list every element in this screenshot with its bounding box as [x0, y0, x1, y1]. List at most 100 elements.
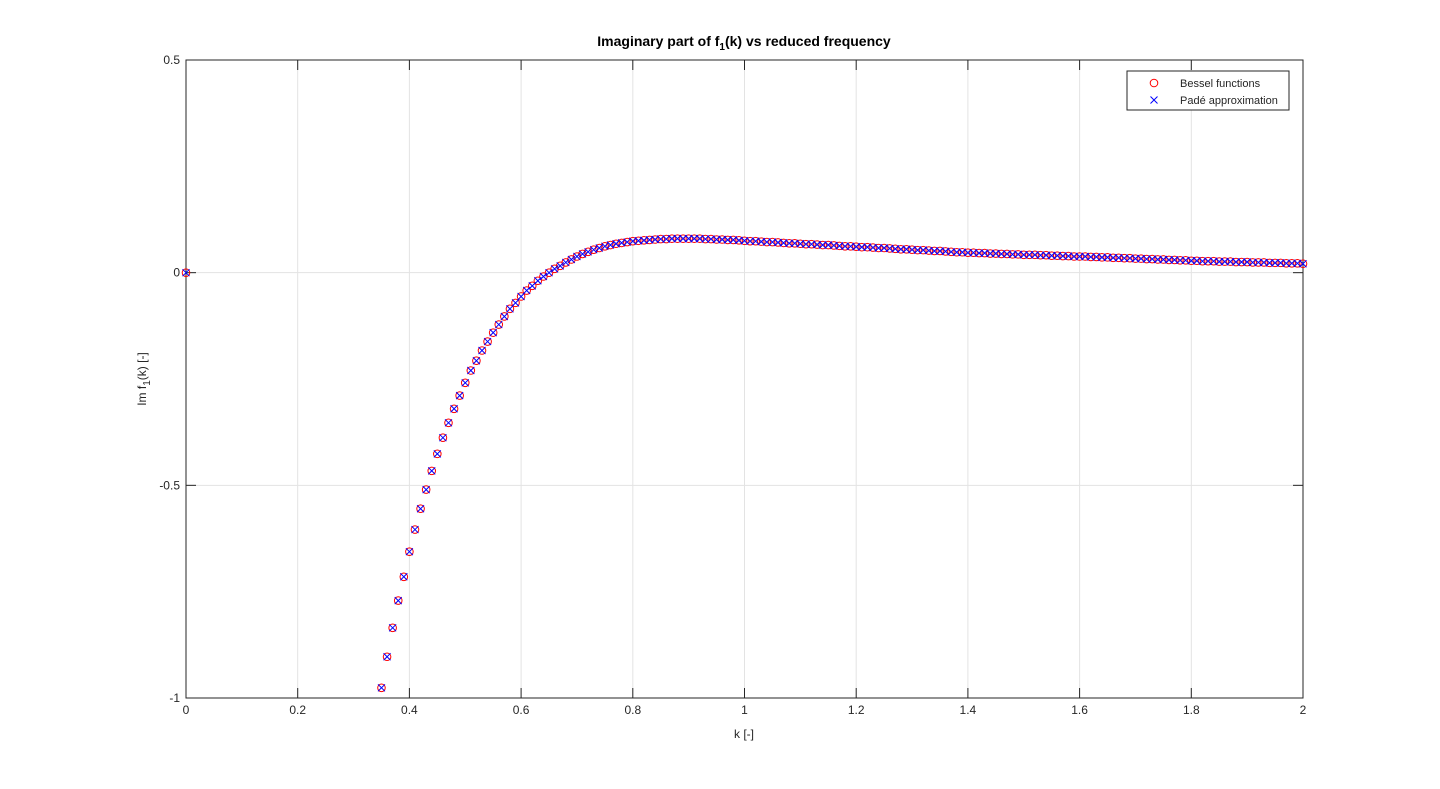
point: [394, 596, 403, 605]
point: [494, 320, 504, 329]
point: [812, 240, 822, 249]
point: [874, 244, 883, 252]
point: [1097, 253, 1107, 262]
x-tick-label: 0: [183, 703, 190, 717]
point: [1164, 255, 1174, 265]
point: [701, 235, 710, 243]
point: [946, 247, 956, 257]
point: [964, 248, 972, 257]
point: [1214, 257, 1224, 266]
y-tick-label: -0.5: [159, 478, 180, 492]
x-tick-label: 1.4: [960, 703, 977, 717]
point: [1030, 250, 1040, 260]
point: [393, 596, 403, 605]
point: [1069, 252, 1079, 261]
point: [1114, 253, 1123, 263]
point: [438, 433, 448, 442]
point: [1025, 250, 1034, 259]
point: [478, 346, 486, 355]
point: [444, 418, 453, 428]
point: [952, 247, 962, 257]
point: [1080, 252, 1090, 261]
point: [969, 248, 978, 257]
point: [410, 525, 420, 534]
point: [650, 235, 660, 244]
point: [455, 391, 464, 400]
point: [1075, 252, 1084, 261]
point: [1248, 258, 1258, 267]
point: [433, 450, 442, 458]
point: [668, 234, 676, 243]
point: [1086, 252, 1096, 262]
point: [785, 239, 794, 248]
point: [1298, 259, 1308, 269]
point: [1220, 257, 1229, 266]
point: [383, 652, 391, 661]
x-tick-label: 1.8: [1183, 703, 1200, 717]
x-tick-label: 0.8: [624, 703, 641, 717]
point: [1254, 258, 1263, 267]
point: [941, 247, 950, 256]
point: [1237, 258, 1246, 266]
point: [639, 236, 649, 245]
point: [1131, 254, 1140, 263]
point: [885, 244, 895, 253]
point: [522, 286, 531, 295]
point: [1075, 252, 1084, 261]
point: [181, 268, 191, 277]
point: [1187, 256, 1196, 266]
point: [690, 234, 699, 243]
point: [567, 255, 576, 264]
point: [897, 245, 905, 254]
point: [706, 234, 716, 244]
point: [1287, 259, 1297, 268]
point: [762, 238, 771, 246]
point: [829, 241, 839, 250]
point: [717, 235, 727, 244]
point: [617, 238, 626, 248]
point: [1025, 250, 1034, 260]
point: [1175, 256, 1185, 265]
ylabel-part: Im f: [135, 385, 149, 406]
point: [1220, 257, 1230, 266]
point: [1232, 258, 1240, 266]
point: [477, 346, 487, 355]
point: [1159, 255, 1168, 264]
point: [1265, 258, 1274, 268]
point: [684, 234, 693, 243]
point: [790, 239, 800, 248]
point: [527, 281, 537, 291]
point: [667, 234, 677, 243]
point: [729, 235, 738, 245]
point: [1036, 250, 1045, 260]
x-tick-label: 1.2: [848, 703, 865, 717]
point: [807, 239, 816, 249]
point: [494, 320, 503, 329]
point: [427, 466, 437, 476]
point: [863, 242, 872, 252]
point: [427, 467, 436, 475]
point: [522, 286, 531, 295]
point: [986, 249, 995, 258]
point: [377, 683, 386, 693]
point: [466, 366, 475, 375]
point: [890, 244, 900, 254]
point: [756, 237, 766, 246]
point: [584, 247, 592, 256]
point: [740, 236, 749, 246]
point: [991, 249, 1001, 258]
point: [1198, 257, 1207, 266]
point: [1198, 256, 1207, 266]
point: [489, 328, 498, 337]
point: [439, 433, 447, 442]
axes-box: [185, 59, 1304, 699]
x-axis-label: k [-]: [734, 727, 754, 741]
point: [645, 235, 654, 245]
point: [902, 244, 911, 254]
point: [1153, 255, 1163, 264]
title-subscript: 1: [719, 42, 725, 53]
point: [857, 242, 867, 252]
point: [433, 449, 442, 459]
point: [1299, 259, 1307, 268]
